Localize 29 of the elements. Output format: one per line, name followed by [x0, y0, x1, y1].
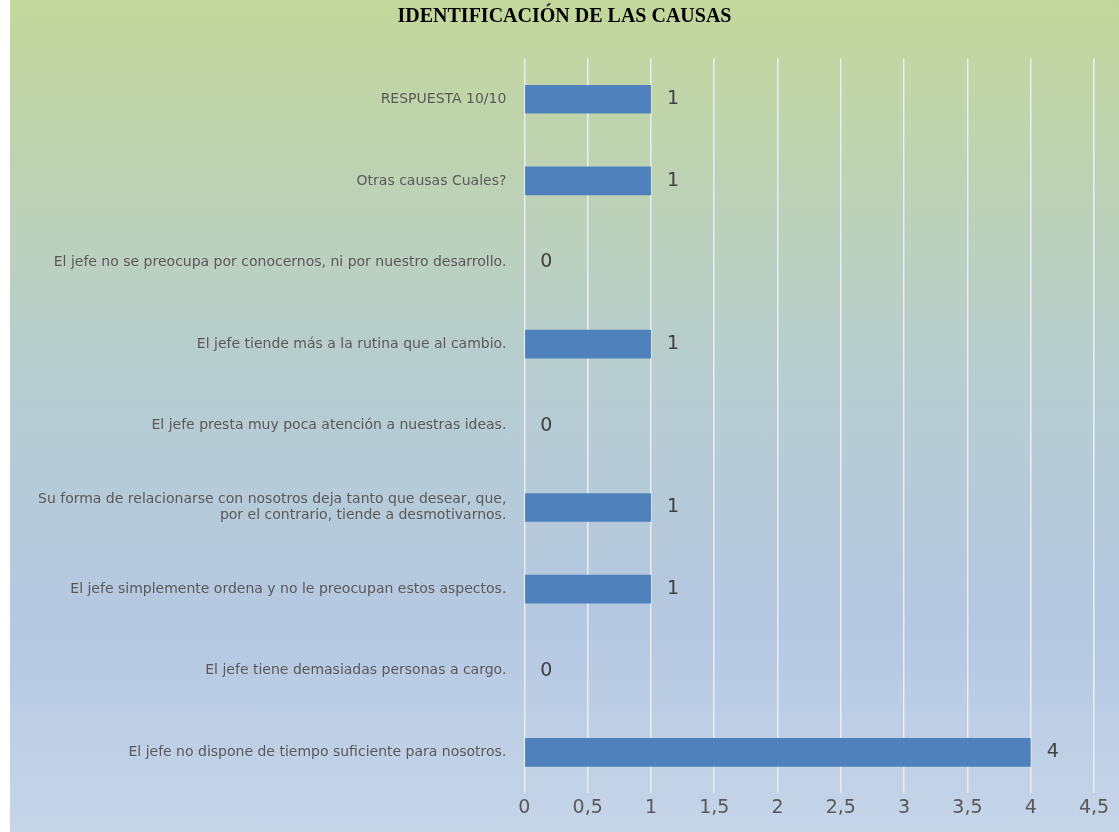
data-label: 1 [666, 167, 680, 190]
x-tick-label: 4 [1024, 794, 1037, 817]
data-label: 1 [666, 576, 680, 599]
y-tick-label: El jefe no se preocupa por conocernos, ni por nuestro desarrollo. [53, 253, 507, 270]
chart-title: IDENTIFICACIÓN DE LAS CAUSAS [396, 4, 733, 27]
data-label: 1 [666, 494, 680, 517]
y-tick-label: Otras causas Cuales? [356, 171, 507, 188]
data-label: 1 [666, 86, 680, 109]
x-tick-label: 0,5 [572, 794, 603, 817]
y-tick-label: El jefe presta muy poca atención a nuestras ideas. [151, 416, 507, 433]
x-tick-label: 4,5 [1078, 794, 1110, 817]
data-label: 0 [540, 412, 553, 435]
y-tick-label: RESPUESTA 10/10 [380, 89, 507, 106]
x-tick-label: 2,5 [825, 794, 856, 817]
y-tick-label: El jefe tiene demasiadas personas a cargo. [205, 661, 507, 678]
y-tick-label: El jefe tiende más a la rutina que al cambio. [196, 334, 507, 351]
data-label: 0 [540, 657, 553, 680]
x-tick-label: 0 [518, 794, 531, 817]
data-label: 1 [666, 331, 680, 354]
x-tick-label: 2 [771, 794, 784, 817]
x-tick-label: 1,5 [699, 794, 730, 817]
y-tick-label: El jefe simplemente ordena y no le preocupan estos aspectos. [70, 579, 507, 596]
x-tick-label: 3,5 [952, 794, 983, 817]
y-tick-label: Su forma de relacionarse con nosotros deja tanto que desear, que, por el contrario, tiende a desmotivarnos. [37, 489, 507, 523]
x-tick-label: 3 [898, 794, 911, 817]
y-tick-label: El jefe no dispone de tiempo suficiente para nosotros. [128, 743, 507, 760]
data-label: 4 [1046, 739, 1059, 762]
x-tick-label: 1 [644, 794, 657, 817]
data-label: 0 [540, 249, 553, 272]
